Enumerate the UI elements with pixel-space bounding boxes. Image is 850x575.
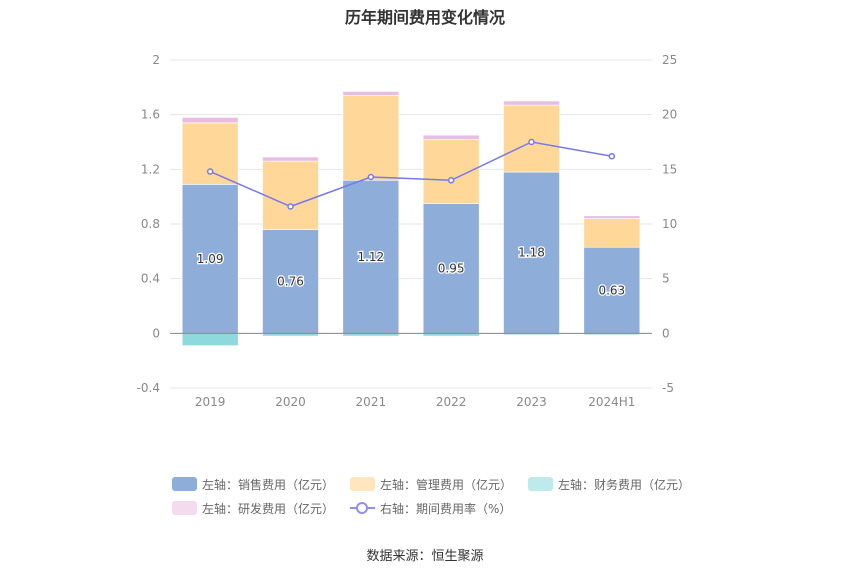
legend-label-rate: 右轴：期间费用率（%） [380, 501, 512, 516]
legend-label-admin: 左轴：管理费用（亿元） [380, 477, 513, 492]
legend-label-finance: 左轴：财务费用（亿元） [558, 477, 691, 492]
x-axis-tick-label: 2021 [356, 395, 387, 409]
bar-segment-4 [422, 134, 480, 140]
rate-line [206, 138, 616, 210]
rate-point [528, 138, 535, 146]
bar-segment-2 [262, 160, 319, 230]
legend-row: 左轴：研发费用（亿元） 右轴：期间费用率（%） [172, 496, 692, 520]
bar-segment-1 [422, 203, 480, 334]
bar-data-label: 1.09 [197, 252, 224, 266]
bar-segment-2 [503, 104, 560, 173]
bars [181, 91, 641, 346]
left-axis-tick-label: 2 [152, 53, 160, 67]
bar-segment-2 [583, 218, 641, 248]
left-axis-tick-label: 1.2 [141, 162, 160, 176]
legend-item-rnd[interactable]: 左轴：研发费用（亿元） [172, 500, 334, 517]
left-axis-tick-label: -0.4 [137, 381, 160, 395]
right-axis-tick-label: -5 [662, 381, 674, 395]
right-axis: -5 0 5 10 15 20 25 [662, 53, 677, 395]
rate-point [447, 177, 455, 184]
bar-data-label: 0.76 [277, 274, 304, 288]
bar-segment-2 [342, 95, 400, 181]
bar-segment-1 [583, 246, 641, 334]
right-axis-tick-label: 5 [662, 272, 670, 286]
bar-data-label: 0.95 [438, 261, 465, 275]
bar-segment-4 [262, 156, 319, 162]
bar-data-label: 1.12 [357, 250, 384, 264]
bar-segment-4 [583, 215, 641, 219]
left-axis-tick-label: 1.6 [141, 108, 160, 122]
bar-segment-4 [342, 91, 400, 96]
bar-segment-4 [181, 117, 239, 124]
rate-point [608, 152, 616, 160]
legend-item-sales[interactable]: 左轴：销售费用（亿元） [172, 476, 334, 493]
x-axis-tick-label: 2020 [275, 395, 306, 409]
bar-segment-3 [181, 333, 239, 346]
legend-label-sales: 左轴：销售费用（亿元） [202, 477, 335, 492]
legend-item-admin[interactable]: 左轴：管理费用（亿元） [350, 476, 512, 493]
legend-row: 左轴：销售费用（亿元） 左轴：管理费用（亿元） 左轴：财务费用（亿元） [172, 472, 692, 496]
left-axis-tick-label: 0 [152, 326, 160, 340]
legend-label-rnd: 左轴：研发费用（亿元） [202, 501, 335, 516]
legend-swatch-rnd [172, 501, 197, 515]
right-axis-tick-label: 15 [662, 162, 677, 176]
right-axis-tick-label: 20 [662, 108, 677, 122]
legend: 左轴：销售费用（亿元） 左轴：管理费用（亿元） 左轴：财务费用（亿元） 左轴：研… [172, 472, 692, 520]
data-source: 数据来源：恒生聚源 [366, 549, 484, 564]
legend-swatch-finance [528, 477, 554, 491]
rate-point [287, 203, 294, 210]
rate-line-path [209, 141, 612, 208]
x-axis-tick-label: 2024H1 [588, 395, 635, 409]
bar-segment-4 [503, 100, 560, 106]
legend-swatch-sales [172, 477, 197, 491]
bar-labels: 1.09 0.76 1.12 0.95 1.18 0.63 [196, 244, 627, 298]
bar-segment-2 [181, 122, 239, 185]
left-axis-tick-label: 0.8 [141, 217, 160, 231]
rate-point [206, 168, 214, 175]
legend-line-marker-icon [350, 501, 376, 515]
rate-point [367, 173, 375, 181]
bar-data-label: 1.18 [518, 246, 545, 260]
left-axis: -0.4 0 0.4 0.8 1.2 1.6 2 [137, 53, 160, 395]
right-axis-tick-label: 0 [662, 326, 670, 340]
legend-swatch-admin [350, 477, 376, 491]
chart-title: 历年期间费用变化情况 [344, 8, 505, 27]
x-axis-tick-label: 2022 [436, 395, 467, 409]
bar-segment-1 [181, 184, 239, 334]
legend-item-finance[interactable]: 左轴：财务费用（亿元） [528, 476, 690, 493]
right-axis-tick-label: 25 [662, 53, 677, 67]
x-axis-tick-label: 2023 [516, 395, 547, 409]
left-axis-tick-label: 0.4 [141, 272, 160, 286]
legend-item-rate[interactable]: 右轴：期间费用率（%） [350, 500, 511, 517]
x-axis: 2019 2020 2021 2022 2023 2024H1 [170, 332, 652, 409]
bar-data-label: 0.63 [598, 283, 625, 297]
grid-lines [170, 59, 652, 389]
x-axis-tick-label: 2019 [195, 395, 226, 409]
bar-segment-1 [262, 229, 319, 334]
right-axis-tick-label: 10 [662, 217, 677, 231]
